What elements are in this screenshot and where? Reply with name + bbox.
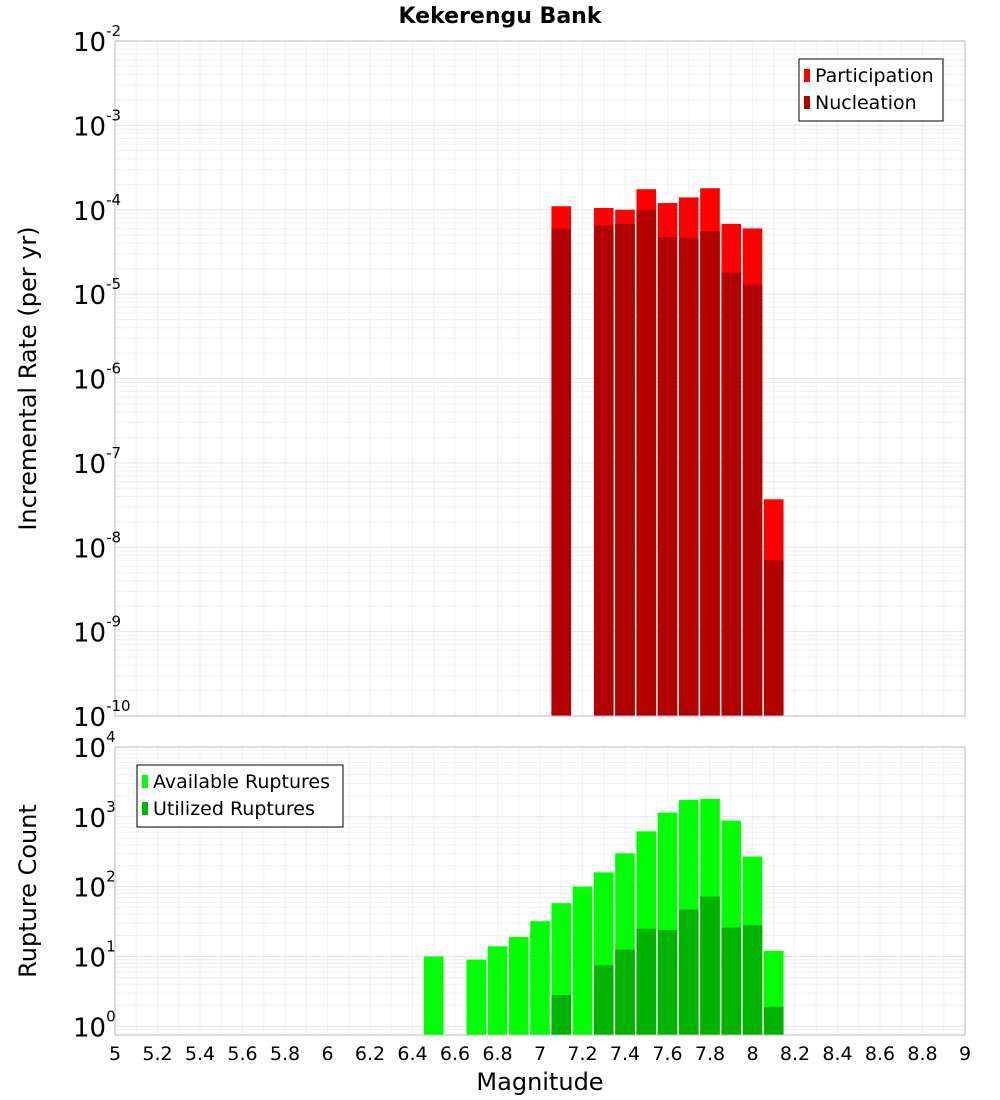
count-y-axis-label: Rupture Count: [14, 804, 42, 978]
x-tick-label: 8.8: [907, 1043, 937, 1065]
x-tick-label: 7: [534, 1043, 546, 1065]
x-tick-label: 6.2: [355, 1043, 385, 1065]
bar-utilized-ruptures: [678, 909, 699, 1035]
x-tick-label: 6: [321, 1043, 333, 1065]
bar-nucleation: [615, 223, 635, 716]
bar-available-ruptures: [466, 959, 487, 1035]
bar-available-ruptures: [508, 936, 529, 1035]
bar-nucleation: [700, 230, 720, 716]
x-axis-label: Magnitude: [476, 1068, 603, 1096]
x-tick-label: 8.2: [780, 1043, 810, 1065]
x-tick-label: 7.4: [610, 1043, 640, 1065]
y-tick-label: 10-2: [73, 22, 121, 58]
rate-panel: 10-10 10-9 10-8 10-7 10-6 10-5 10-4 10-3 10-2 In…: [14, 22, 966, 733]
y-tick-label: 101: [73, 937, 116, 973]
rate-panel-border: [114, 40, 966, 717]
legend-label: Nucleation: [815, 92, 917, 114]
x-tick-label: 6.4: [397, 1043, 427, 1065]
x-axis-ticks: 5 5.2 5.4 5.6 5.8 6 6.2 6.4 6.6 6.8 7 7.2 7.4 7.6 7.8 8…: [109, 1043, 971, 1065]
bar-utilized-ruptures: [742, 925, 763, 1035]
x-tick-label: 8: [746, 1043, 758, 1065]
y-tick-label: 10-9: [73, 613, 121, 649]
y-tick-label: 10-5: [73, 275, 121, 311]
count-y-axis-ticks: 100 101 102 103 104: [73, 728, 116, 1043]
y-tick-label: 104: [73, 728, 116, 764]
bar-utilized-ruptures: [551, 995, 572, 1035]
bar-available-ruptures: [572, 886, 593, 1035]
bar-utilized-ruptures: [721, 927, 742, 1035]
y-tick-label: 10-3: [73, 106, 121, 142]
rate-y-axis-ticks: 10-10 10-9 10-8 10-7 10-6 10-5 10-4 10-3 10-2: [73, 22, 131, 733]
y-tick-label: 102: [73, 868, 116, 904]
bar-utilized-ruptures: [593, 965, 614, 1035]
x-tick-label: 5.4: [185, 1043, 215, 1065]
bar-nucleation: [721, 272, 742, 716]
bar-available-ruptures: [487, 946, 508, 1035]
bar-nucleation: [763, 560, 784, 716]
x-tick-label: 7.6: [652, 1043, 682, 1065]
bar-utilized-ruptures: [700, 896, 720, 1035]
y-tick-label: 10-6: [73, 360, 121, 396]
bar-nucleation: [593, 225, 614, 716]
x-tick-label: 5.8: [270, 1043, 300, 1065]
bar-utilized-ruptures: [636, 928, 657, 1035]
bar-utilized-ruptures: [657, 929, 678, 1035]
x-tick-label: 8.6: [865, 1043, 895, 1065]
legend-box: [798, 58, 944, 122]
legend-label: Participation: [815, 65, 934, 87]
x-tick-label: 7.8: [695, 1043, 725, 1065]
y-tick-label: 103: [73, 798, 116, 834]
count-panel-border: [114, 746, 966, 1036]
y-tick-label: 10-10: [73, 697, 131, 733]
x-tick-label: 5.2: [142, 1043, 172, 1065]
chart-title: Kekerengu Bank: [399, 4, 603, 29]
x-tick-label: 6.6: [440, 1043, 470, 1065]
legend-swatch: [804, 96, 810, 109]
legend-swatch: [142, 802, 148, 815]
x-tick-label: 8.4: [822, 1043, 852, 1065]
bar-available-ruptures: [530, 921, 550, 1035]
rate-legend: Participation Nucleation: [798, 58, 944, 122]
legend-label: Utilized Ruptures: [153, 798, 315, 820]
bar-available-ruptures: [423, 956, 444, 1035]
bar-nucleation: [657, 237, 678, 716]
bar-nucleation: [551, 228, 572, 716]
count-panel: 100 101 102 103 104 Rupture Count Available …: [14, 728, 971, 1096]
bar-utilized-ruptures: [763, 1006, 784, 1035]
legend-label: Available Ruptures: [153, 771, 330, 793]
legend-swatch: [142, 775, 148, 788]
count-panel-bars: [423, 798, 784, 1035]
y-tick-label: 10-4: [73, 191, 121, 227]
count-legend: Available Ruptures Utilized Ruptures: [136, 764, 344, 828]
bar-nucleation: [742, 284, 763, 716]
y-tick-label: 10-8: [73, 528, 121, 564]
x-tick-label: 5.6: [227, 1043, 257, 1065]
y-tick-label: 100: [73, 1007, 116, 1043]
rate-panel-grid: [114, 40, 966, 717]
y-tick-label: 10-7: [73, 444, 121, 480]
rate-panel-bars: [551, 188, 784, 717]
rate-y-axis-label: Incremental Rate (per yr): [14, 226, 42, 530]
x-tick-label: 9: [959, 1043, 971, 1065]
bar-utilized-ruptures: [615, 949, 635, 1035]
bar-nucleation: [636, 209, 657, 716]
x-tick-label: 7.2: [567, 1043, 597, 1065]
bar-nucleation: [678, 238, 699, 716]
x-tick-label: 6.8: [482, 1043, 512, 1065]
legend-swatch: [804, 69, 810, 82]
x-tick-label: 5: [109, 1043, 121, 1065]
legend-box: [136, 764, 344, 828]
